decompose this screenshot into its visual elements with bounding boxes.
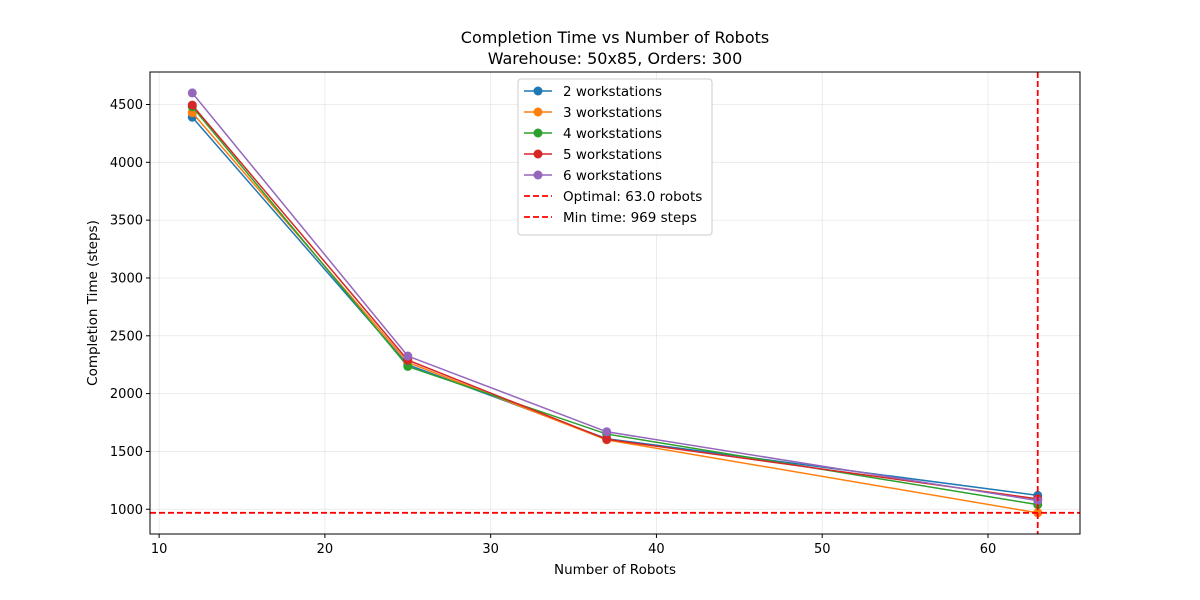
x-axis-label: Number of Robots (554, 562, 676, 578)
y-tick-label: 4500 (110, 98, 143, 113)
legend-marker (533, 170, 543, 180)
legend-entry: 3 workstations (524, 105, 662, 121)
legend-label: 3 workstations (563, 105, 662, 121)
chart-title: Completion Time vs Number of Robots (461, 28, 769, 47)
legend-marker (533, 128, 543, 138)
plot-area-frame (149, 71, 1081, 535)
legend-entry: Min time: 969 steps (524, 210, 697, 226)
data-point (187, 100, 197, 110)
legend-label: 5 workstations (563, 147, 662, 163)
chart-subtitle: Warehouse: 50x85, Orders: 300 (488, 49, 743, 68)
x-tick-label: 30 (482, 542, 499, 557)
data-point (187, 88, 197, 98)
legend-label: 4 workstations (563, 126, 662, 142)
y-tick-label: 3000 (110, 271, 143, 286)
y-axis-ticks: 1000 1500 2000 2500 3000 3500 4000 4500 (110, 98, 150, 518)
legend-marker (533, 107, 543, 117)
series-layer (187, 88, 1043, 518)
y-tick-label: 1000 (110, 503, 143, 518)
legend-entry: 2 workstations (524, 84, 662, 100)
y-tick-label: 3500 (110, 214, 143, 229)
x-tick-label: 50 (814, 542, 831, 557)
data-point (602, 427, 612, 437)
x-axis-ticks: 10 20 30 40 50 60 (151, 534, 996, 557)
data-point (602, 434, 612, 444)
x-tick-label: 10 (151, 542, 168, 557)
reference-lines (150, 72, 1080, 534)
legend-entry: Optimal: 63.0 robots (524, 189, 702, 205)
y-tick-label: 2000 (110, 387, 143, 402)
legend-label: 2 workstations (563, 84, 662, 100)
legend-entry: 6 workstations (524, 168, 662, 184)
data-point (403, 361, 413, 371)
x-tick-label: 40 (648, 542, 665, 557)
legend-marker (533, 86, 543, 96)
legend-entry: 5 workstations (524, 147, 662, 163)
legend-marker (533, 149, 543, 159)
y-axis-label: Completion Time (steps) (85, 220, 101, 386)
legend: 2 workstations 3 workstations 4 workstatio… (517, 78, 713, 236)
legend-box (517, 78, 713, 236)
y-tick-label: 2500 (110, 329, 143, 344)
y-tick-label: 4000 (110, 156, 143, 171)
legend-label: Optimal: 63.0 robots (563, 189, 702, 205)
series-line (191, 92, 1038, 502)
y-tick-label: 1500 (110, 445, 143, 460)
legend-label: Min time: 969 steps (563, 210, 697, 226)
series-line (191, 104, 1038, 500)
data-point (403, 351, 413, 361)
x-tick-label: 60 (980, 542, 997, 557)
legend-label: 6 workstations (563, 168, 662, 184)
x-tick-label: 20 (317, 542, 334, 557)
legend-entry: 4 workstations (524, 126, 662, 142)
